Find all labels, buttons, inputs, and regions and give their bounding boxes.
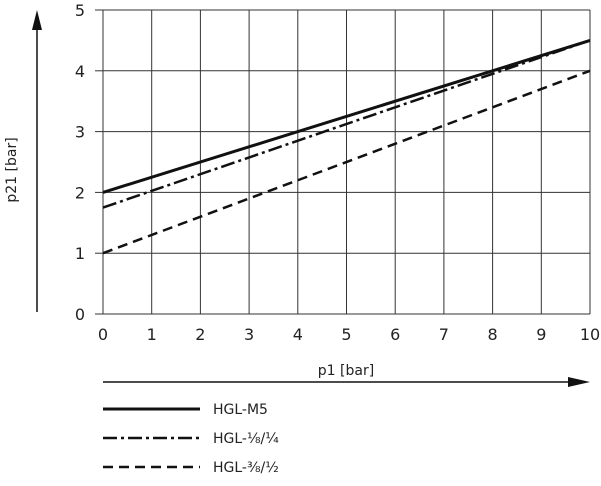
x-axis-arrowhead — [568, 377, 590, 387]
y-tick-label-2: 2 — [75, 183, 85, 202]
y-tick-label-5: 5 — [75, 1, 85, 20]
x-tick-label-4: 4 — [293, 325, 303, 344]
x-tick-label-6: 6 — [390, 325, 400, 344]
legend-label-hgl-3-8-1-2: HGL-⅜/½ — [213, 460, 279, 476]
legend: HGL-M5 HGL-⅛/¼ HGL-⅜/½ — [103, 402, 279, 476]
grid — [95, 9, 591, 315]
series-line-0 — [102, 38, 591, 194]
series-lines — [102, 38, 591, 255]
x-tick-label-10: 10 — [580, 325, 600, 344]
x-tick-label-2: 2 — [195, 325, 205, 344]
y-tick-label-1: 1 — [75, 244, 85, 263]
y-tick-label-3: 3 — [75, 123, 85, 142]
x-tick-labels: 0 1 2 3 4 5 6 7 8 9 10 — [98, 325, 600, 344]
x-tick-label-0: 0 — [98, 325, 108, 344]
y-tick-label-4: 4 — [75, 62, 85, 81]
legend-label-hgl-1-8-1-4: HGL-⅛/¼ — [213, 431, 279, 447]
x-tick-label-8: 8 — [488, 325, 498, 344]
series-line-1 — [102, 39, 591, 209]
legend-label-hgl-m5: HGL-M5 — [213, 402, 268, 418]
x-tick-label-7: 7 — [439, 325, 449, 344]
y-tick-labels: 0 1 2 3 4 5 — [75, 1, 85, 324]
y-tick-label-0: 0 — [75, 305, 85, 324]
x-axis-label: p1 [bar] — [318, 363, 374, 379]
x-tick-label-3: 3 — [244, 325, 254, 344]
x-tick-label-9: 9 — [536, 325, 546, 344]
x-tick-label-1: 1 — [147, 325, 157, 344]
series-line-2 — [102, 69, 591, 255]
y-axis-label: p21 [bar] — [4, 137, 20, 202]
y-axis-arrowhead — [32, 10, 42, 30]
x-tick-label-5: 5 — [341, 325, 351, 344]
